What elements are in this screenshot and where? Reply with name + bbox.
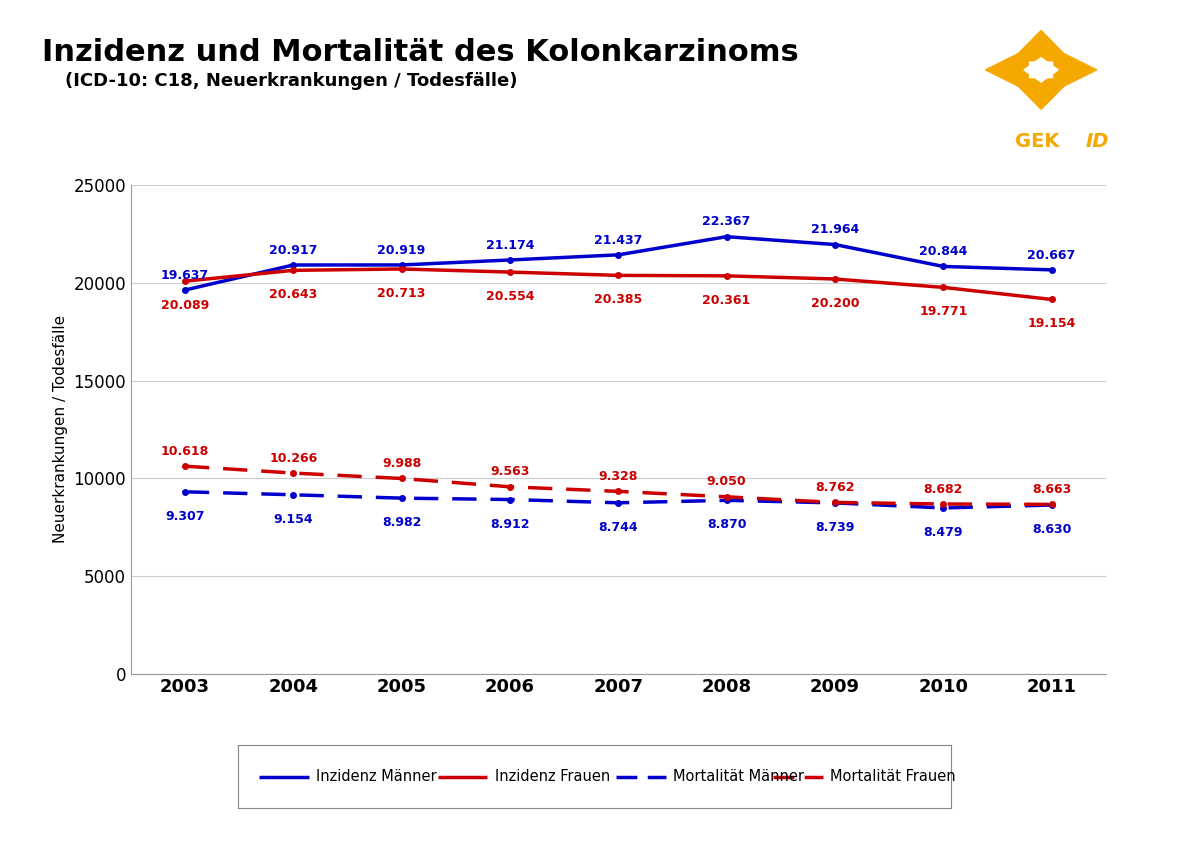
Polygon shape	[986, 49, 1028, 91]
Mortalität Frauen	[611, 487, 625, 497]
Mortalität Männer	[611, 498, 625, 508]
Mortalität Frauen	[395, 473, 409, 483]
Inzidenz Frauen	[719, 271, 734, 281]
Line: Inzidenz Männer: Inzidenz Männer	[182, 234, 1055, 293]
Text: 19.637: 19.637	[161, 269, 209, 282]
Text: 10.266: 10.266	[269, 451, 317, 465]
Text: 20.643: 20.643	[269, 289, 317, 301]
Inzidenz Frauen	[178, 276, 193, 286]
Text: 19.771: 19.771	[919, 306, 968, 318]
Text: 9.563: 9.563	[490, 466, 529, 478]
Inzidenz Männer	[828, 239, 842, 249]
Mortalität Männer	[1044, 500, 1058, 510]
Text: 8.682: 8.682	[924, 482, 963, 496]
Inzidenz Männer	[503, 255, 517, 265]
Text: 21.437: 21.437	[594, 233, 642, 247]
Text: ID: ID	[1086, 131, 1109, 151]
Inzidenz Frauen	[395, 264, 409, 274]
Text: 20.089: 20.089	[161, 299, 209, 312]
Inzidenz Frauen	[287, 265, 301, 275]
Inzidenz Frauen	[1044, 295, 1058, 305]
Text: 8.870: 8.870	[707, 519, 747, 531]
Text: 9.050: 9.050	[706, 476, 747, 488]
Text: (ICD-10: C18, Neuerkrankungen / Todesfälle): (ICD-10: C18, Neuerkrankungen / Todesfäl…	[65, 72, 518, 89]
Text: 8.630: 8.630	[1032, 523, 1071, 536]
Text: 20.917: 20.917	[269, 243, 317, 257]
Inzidenz Frauen	[936, 282, 950, 292]
Mortalität Männer	[287, 490, 301, 500]
Text: 22.367: 22.367	[703, 216, 750, 228]
Mortalität Männer	[828, 498, 842, 508]
Text: Inzidenz Frauen: Inzidenz Frauen	[495, 770, 610, 784]
Inzidenz Männer	[1044, 265, 1058, 275]
Text: 8.982: 8.982	[382, 516, 421, 530]
Line: Mortalität Frauen: Mortalität Frauen	[182, 463, 1055, 507]
Mortalität Männer	[719, 495, 734, 505]
Polygon shape	[1053, 49, 1096, 91]
Mortalität Männer	[395, 493, 409, 504]
Text: 8.663: 8.663	[1032, 483, 1071, 496]
Text: 9.328: 9.328	[598, 470, 638, 483]
Mortalität Frauen	[828, 498, 842, 508]
Text: 8.739: 8.739	[816, 521, 855, 534]
Inzidenz Frauen	[503, 267, 517, 277]
Inzidenz Frauen	[611, 270, 625, 280]
Mortalität Frauen	[178, 461, 193, 472]
Inzidenz Frauen	[828, 274, 842, 284]
Inzidenz Männer	[287, 260, 301, 270]
Text: 9.154: 9.154	[273, 513, 313, 526]
Text: 8.912: 8.912	[490, 518, 529, 530]
Text: 9.307: 9.307	[165, 510, 205, 523]
Inzidenz Männer	[936, 261, 950, 271]
Text: GEK: GEK	[1015, 131, 1059, 151]
Mortalität Frauen	[1044, 499, 1058, 509]
Inzidenz Männer	[178, 285, 193, 295]
Text: 20.200: 20.200	[811, 297, 860, 310]
Mortalität Frauen	[503, 482, 517, 492]
Text: 9.988: 9.988	[382, 457, 421, 470]
Inzidenz Männer	[395, 260, 409, 270]
Text: Mortalität Männer: Mortalität Männer	[673, 770, 804, 784]
Inzidenz Männer	[719, 232, 734, 242]
Mortalität Männer	[503, 494, 517, 504]
Y-axis label: Neuerkrankungen / Todesfälle: Neuerkrankungen / Todesfälle	[52, 316, 68, 543]
Mortalität Frauen	[287, 468, 301, 478]
Text: 19.154: 19.154	[1027, 317, 1076, 331]
Text: 20.554: 20.554	[485, 290, 534, 303]
Text: 8.744: 8.744	[598, 521, 638, 534]
Text: Inzidenz und Mortalität des Kolonkarzinoms: Inzidenz und Mortalität des Kolonkarzino…	[42, 38, 798, 67]
Text: Mortalität Frauen: Mortalität Frauen	[830, 770, 956, 784]
Text: 20.667: 20.667	[1027, 248, 1076, 262]
Mortalität Männer	[936, 503, 950, 513]
Text: 21.174: 21.174	[485, 238, 534, 252]
Mortalität Männer	[178, 487, 193, 497]
Text: Inzidenz Männer: Inzidenz Männer	[316, 770, 436, 784]
Text: 20.385: 20.385	[594, 294, 642, 306]
Text: 20.713: 20.713	[377, 287, 426, 300]
Inzidenz Männer	[611, 250, 625, 260]
Text: 20.844: 20.844	[919, 245, 968, 258]
Line: Inzidenz Frauen: Inzidenz Frauen	[182, 266, 1055, 302]
Text: 21.964: 21.964	[811, 223, 860, 237]
Text: 20.361: 20.361	[703, 294, 750, 307]
Line: Mortalität Männer: Mortalität Männer	[182, 489, 1055, 511]
Text: 8.479: 8.479	[924, 526, 963, 539]
Text: 10.618: 10.618	[161, 445, 209, 458]
Polygon shape	[1011, 30, 1071, 61]
Mortalität Frauen	[719, 492, 734, 502]
Mortalität Frauen	[936, 499, 950, 509]
Polygon shape	[1024, 58, 1058, 82]
Text: 8.762: 8.762	[816, 481, 855, 494]
Polygon shape	[1011, 79, 1071, 109]
Text: 20.919: 20.919	[377, 243, 426, 257]
